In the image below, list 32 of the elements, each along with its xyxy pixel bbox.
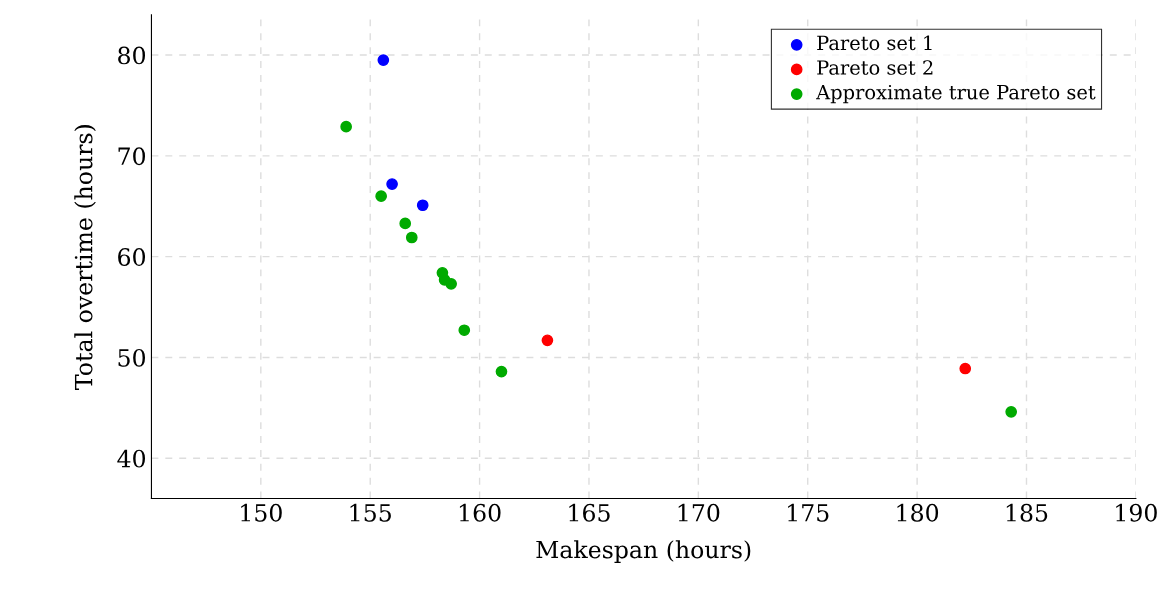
point [959,362,972,375]
y-tick-label: 80 [118,46,146,65]
x-tick-label: 155 [350,503,391,522]
x-tick-label: 170 [678,503,720,522]
point [416,199,429,212]
point [375,190,387,203]
legend-label: Pareto set 1 [817,35,932,51]
x-tick-label: 150 [241,503,282,522]
point [405,231,418,244]
x-tick-label: 190 [1116,503,1157,522]
y-tick-label: 70 [118,147,146,166]
point [399,217,412,230]
point [445,278,457,290]
legend-label: Approximate true Pareto set [816,84,1096,104]
y-tick-label: 50 [118,348,146,367]
point [541,334,554,347]
legend-label: Pareto set 2 [817,60,933,75]
y-tick-label: 60 [118,248,146,266]
y-axis-title: Total overtime (hours) [74,125,96,390]
x-tick-label: 180 [897,503,939,522]
point [495,365,508,378]
y-tick-label: 40 [117,449,146,468]
point [458,324,471,337]
point [340,120,352,133]
point [386,178,398,190]
x-tick-label: 185 [1006,503,1048,522]
x-tick-label: 165 [569,503,610,522]
x-tick-label: 160 [459,503,501,522]
x-tick-label: 175 [788,503,829,522]
x-axis-title: Makespan (hours) [536,540,751,563]
point [1005,406,1018,418]
point [377,54,390,66]
